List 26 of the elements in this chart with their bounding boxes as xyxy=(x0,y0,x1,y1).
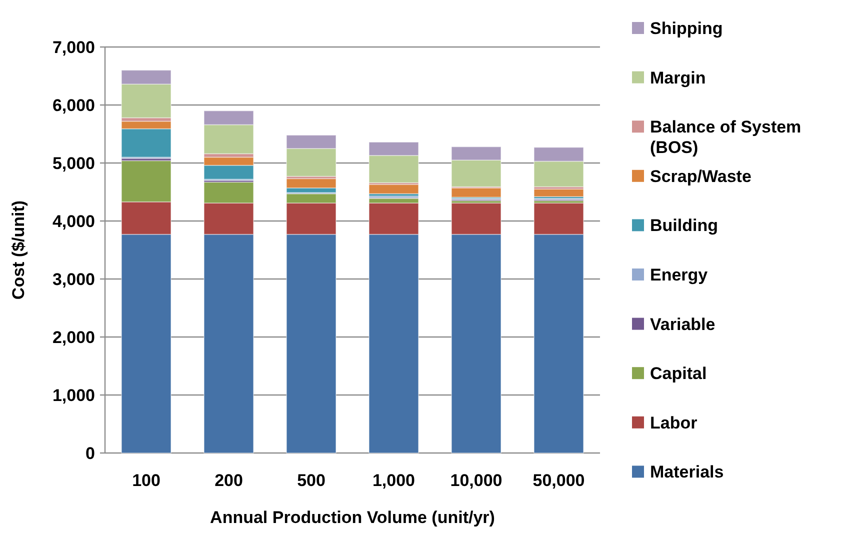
legend-label: Margin xyxy=(650,68,706,88)
legend-label: Energy xyxy=(650,265,708,284)
y-tick-label: 7,000 xyxy=(52,38,95,57)
y-tick-label: 5,000 xyxy=(52,154,95,173)
legend-label: Variable xyxy=(650,314,716,334)
legend-label: Shipping xyxy=(650,18,723,38)
y-tick-label: 4,000 xyxy=(52,212,95,231)
legend-label: Building xyxy=(650,216,718,236)
y-tick-label: 1,000 xyxy=(52,386,95,405)
y-tick-label: 0 xyxy=(86,444,95,463)
y-tick-label: 6,000 xyxy=(52,96,95,115)
legend-label: Scrap/Waste xyxy=(650,166,752,186)
x-tick-label: 10,000 xyxy=(450,471,502,490)
x-tick-label: 50,000 xyxy=(532,471,585,490)
legend-label: Labor xyxy=(650,413,698,432)
x-tick-label: 200 xyxy=(214,471,243,490)
x-tick-label: 100 xyxy=(132,471,160,490)
y-tick-label: 3,000 xyxy=(52,270,95,289)
x-axis-title: Annual Production Volume (unit/yr) xyxy=(210,508,495,527)
y-tick-label: 2,000 xyxy=(52,328,95,347)
legend-label: Balance of System (BOS) xyxy=(650,118,802,157)
legend-label: Capital xyxy=(650,364,707,384)
x-tick-label: 1,000 xyxy=(372,471,416,490)
x-tick-label: 500 xyxy=(297,471,326,490)
y-axis-title: Cost ($/unit) xyxy=(9,200,28,300)
legend-label: Materials xyxy=(650,462,724,482)
